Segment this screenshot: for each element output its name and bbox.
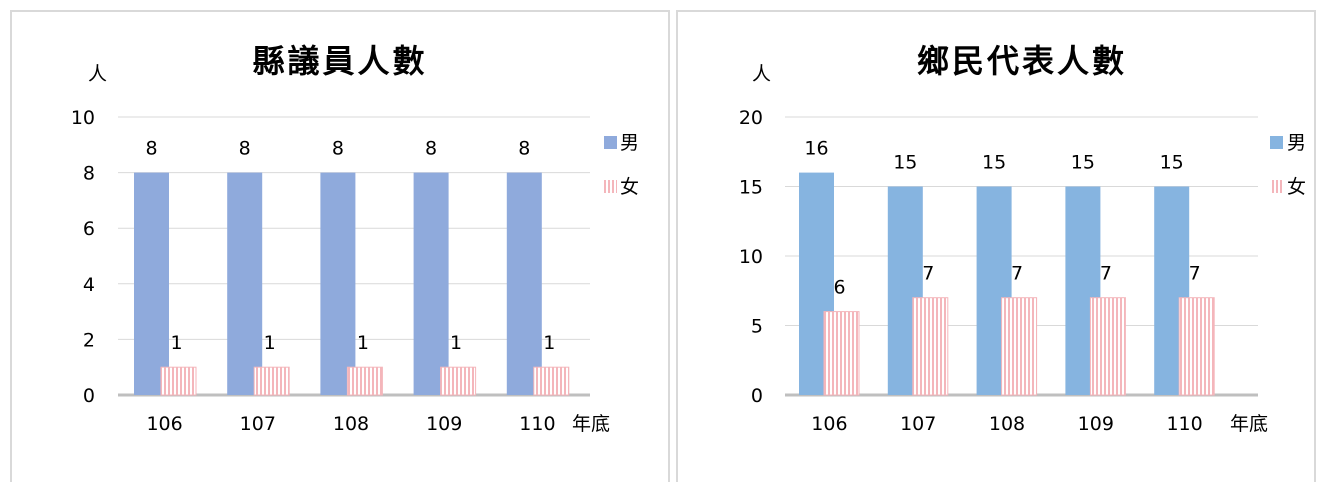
- data-label-female: 1: [543, 332, 555, 354]
- data-label-female: 1: [170, 332, 182, 354]
- data-label-female: 1: [450, 332, 462, 354]
- data-label-male: 8: [145, 138, 157, 160]
- data-label-female: 1: [264, 332, 276, 354]
- x-tick-label: 108: [989, 413, 1025, 435]
- legend-swatch-female: [1270, 180, 1283, 193]
- chart-title-councilors: 縣議員人數: [252, 42, 427, 80]
- y-tick-label: 2: [83, 329, 95, 351]
- legend-swatch-male: [604, 136, 617, 149]
- x-tick-label: 110: [519, 413, 555, 435]
- y-tick-label: 4: [83, 274, 95, 296]
- bar-male: [320, 172, 356, 395]
- chart-title-representatives: 鄉民代表人數: [917, 42, 1127, 80]
- y-tick-label: 0: [751, 385, 763, 407]
- legend-label-male: 男: [1287, 132, 1306, 154]
- x-tick-label: 107: [900, 413, 936, 435]
- x-tick-label: 109: [426, 413, 462, 435]
- y-tick-label: 15: [739, 177, 763, 199]
- x-tick-label: 106: [146, 413, 182, 435]
- bar-female: [533, 366, 570, 396]
- data-label-female: 7: [922, 263, 934, 285]
- data-label-male: 8: [332, 138, 344, 160]
- bar-female: [1089, 297, 1126, 396]
- legend-label-female: 女: [1287, 176, 1306, 198]
- data-label-male: 16: [804, 138, 828, 160]
- x-tick-label: 108: [333, 413, 369, 435]
- bar-female: [253, 366, 290, 396]
- data-label-male: 15: [1160, 152, 1184, 174]
- legend-label-male: 男: [620, 132, 639, 154]
- bar-female: [823, 311, 860, 396]
- y-tick-label: 10: [739, 246, 763, 268]
- data-label-male: 15: [982, 152, 1006, 174]
- y-unit-label: 人: [88, 63, 107, 85]
- bar-male: [134, 172, 169, 395]
- x-unit-label: 年底: [1230, 413, 1268, 435]
- y-tick-label: 20: [739, 107, 763, 129]
- legend-swatch-female: [604, 180, 617, 193]
- bar-male: [413, 172, 449, 395]
- x-tick-label: 110: [1166, 413, 1202, 435]
- y-tick-label: 8: [83, 163, 95, 185]
- bar-female: [160, 366, 197, 396]
- y-unit-label: 人: [752, 63, 771, 85]
- data-label-female: 1: [357, 332, 369, 354]
- bar-male: [227, 172, 263, 395]
- data-label-male: 8: [425, 138, 437, 160]
- legend-label-female: 女: [620, 176, 639, 198]
- plot-area-representatives: 0 5 10 15 20 16 6 106 15 7 107 15 7 108 15 7 109 15 7 110: [739, 107, 1258, 435]
- data-label-female: 7: [1100, 263, 1112, 285]
- y-tick-label: 6: [83, 218, 95, 240]
- bar-female: [912, 297, 949, 396]
- data-label-male: 15: [893, 152, 917, 174]
- legend-swatch-male: [1270, 136, 1283, 149]
- bar-female: [1001, 297, 1038, 396]
- x-tick-label: 107: [240, 413, 276, 435]
- y-tick-label: 0: [83, 385, 95, 407]
- data-label-male: 15: [1071, 152, 1095, 174]
- bar-male: [506, 172, 542, 395]
- y-tick-label: 5: [751, 316, 763, 338]
- data-label-female: 6: [833, 277, 845, 299]
- y-tick-label: 10: [71, 107, 95, 129]
- x-unit-label: 年底: [572, 413, 610, 435]
- x-tick-label: 106: [811, 413, 847, 435]
- data-label-male: 8: [239, 138, 251, 160]
- data-label-female: 7: [1189, 263, 1201, 285]
- bar-female: [440, 366, 477, 396]
- bar-female: [1178, 297, 1215, 396]
- data-label-male: 8: [518, 138, 530, 160]
- data-label-female: 7: [1011, 263, 1023, 285]
- x-tick-label: 109: [1078, 413, 1114, 435]
- bar-female: [346, 366, 383, 396]
